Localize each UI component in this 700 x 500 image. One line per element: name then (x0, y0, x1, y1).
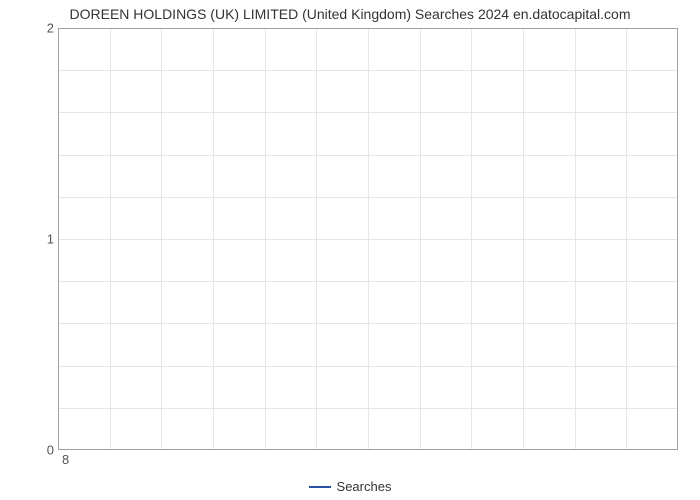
legend-swatch (309, 486, 331, 488)
y-tick-label: 2 (24, 21, 54, 36)
chart-title: DOREEN HOLDINGS (UK) LIMITED (United Kin… (0, 6, 700, 22)
grid-line-horizontal (58, 70, 678, 71)
y-tick-label: 1 (24, 232, 54, 247)
legend-label: Searches (337, 479, 392, 494)
grid-line-horizontal (58, 281, 678, 282)
axis-border-top (58, 28, 678, 29)
y-tick-label: 0 (24, 443, 54, 458)
grid-line-horizontal (58, 408, 678, 409)
plot-area (58, 28, 678, 450)
grid-line-horizontal (58, 366, 678, 367)
grid-line-horizontal (58, 112, 678, 113)
axis-border-left (58, 28, 59, 450)
chart-container: DOREEN HOLDINGS (UK) LIMITED (United Kin… (0, 0, 700, 500)
grid-line-horizontal (58, 323, 678, 324)
grid-line-horizontal (58, 239, 678, 240)
x-tick-label: 8 (62, 452, 69, 467)
axis-border-right (677, 28, 678, 450)
grid-line-horizontal (58, 155, 678, 156)
grid-line-horizontal (58, 197, 678, 198)
axis-border-bottom (58, 449, 678, 450)
legend: Searches (0, 478, 700, 494)
